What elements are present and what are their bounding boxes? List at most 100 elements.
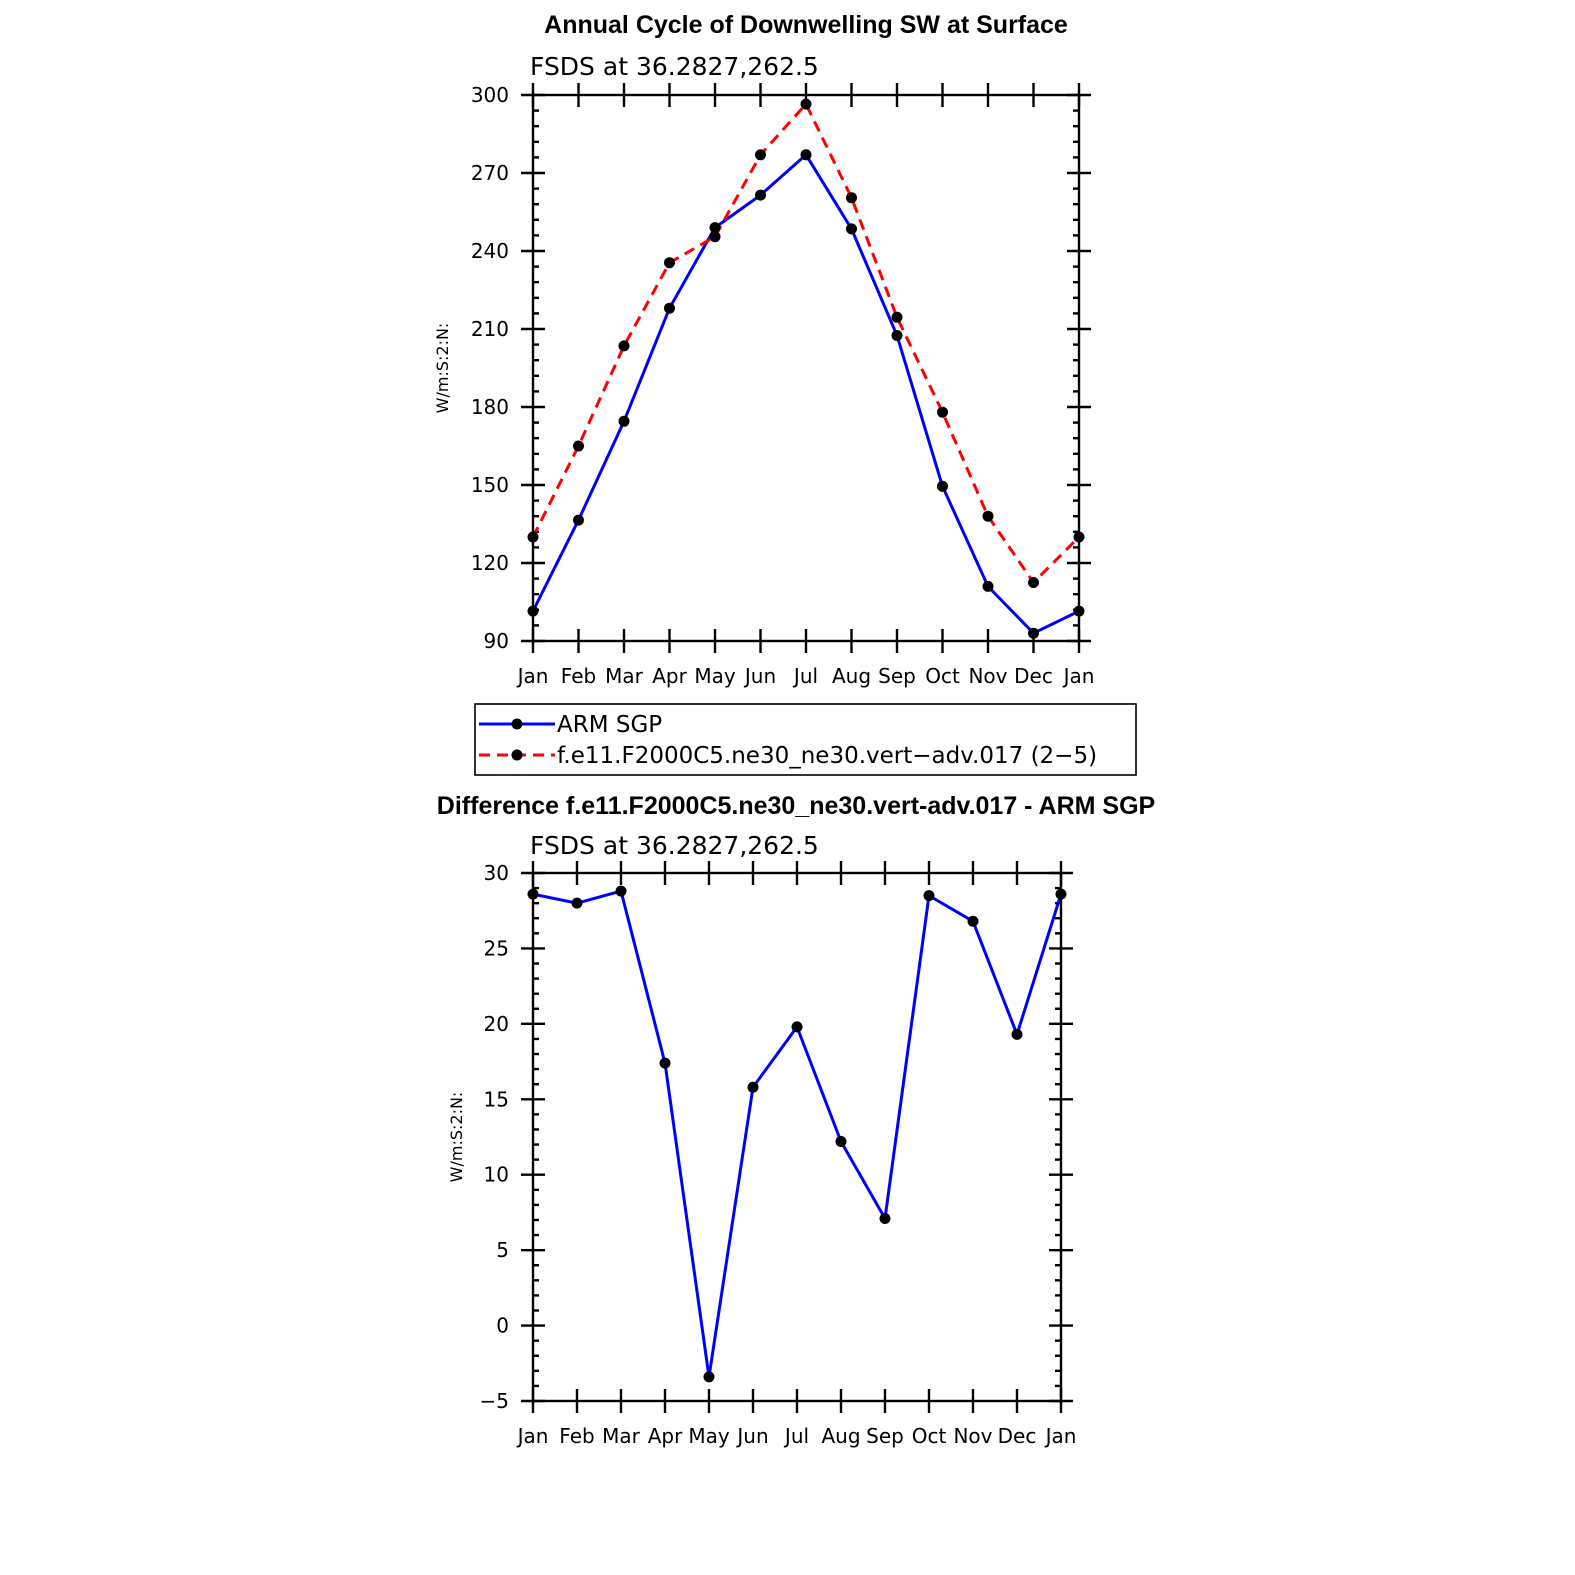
data-point bbox=[664, 302, 675, 314]
x-tick-label: Aug bbox=[821, 1424, 860, 1448]
x-tick-label: Feb bbox=[559, 1424, 594, 1448]
data-point bbox=[937, 480, 948, 492]
data-point bbox=[1073, 531, 1085, 543]
y-axis-label: W/m:S:2:N: bbox=[433, 323, 452, 414]
x-tick-label: Mar bbox=[602, 1424, 641, 1448]
y-axis-label: W/m:S:2:N: bbox=[447, 1092, 466, 1183]
legend-label: ARM SGP bbox=[557, 712, 662, 738]
data-point bbox=[982, 580, 994, 592]
data-point bbox=[527, 531, 539, 543]
y-tick-label: 120 bbox=[471, 551, 509, 575]
chart-subtitle: FSDS at 36.2827,262.5 bbox=[530, 831, 819, 860]
y-tick-label: 25 bbox=[484, 936, 509, 960]
x-tick-label: Jan bbox=[1044, 1424, 1077, 1448]
series-line bbox=[532, 889, 1063, 1379]
data-point bbox=[937, 406, 948, 418]
plot-frame bbox=[531, 871, 1063, 1403]
x-tick-label: May bbox=[688, 1424, 730, 1448]
x-tick-label: Oct bbox=[912, 1424, 947, 1448]
x-tick-label: Apr bbox=[652, 664, 687, 688]
x-tick-label: Sep bbox=[878, 664, 916, 688]
data-point bbox=[846, 192, 857, 204]
x-tick-label: Mar bbox=[605, 664, 644, 688]
data-point bbox=[615, 885, 627, 897]
x-tick-label: Jul bbox=[783, 1424, 809, 1448]
data-point bbox=[967, 915, 979, 927]
x-tick-label: Nov bbox=[953, 1424, 992, 1448]
legend-box bbox=[474, 703, 1137, 776]
data-point bbox=[747, 1081, 759, 1093]
x-tick-label: Oct bbox=[925, 664, 960, 688]
legend-marker bbox=[511, 718, 523, 730]
x-tick-label: Nov bbox=[968, 664, 1007, 688]
legend-marker bbox=[511, 749, 523, 761]
series-line bbox=[531, 102, 1081, 584]
difference-chart: Difference f.e11.F2000C5.ne30_ne30.vert-… bbox=[437, 792, 1155, 1448]
chart-subtitle: FSDS at 36.2827,262.5 bbox=[530, 52, 819, 81]
data-point bbox=[800, 98, 812, 110]
y-tick-label: −5 bbox=[480, 1389, 509, 1413]
data-point bbox=[527, 888, 539, 900]
data-point bbox=[879, 1212, 891, 1224]
x-tick-label: Apr bbox=[648, 1424, 683, 1448]
x-tick-label: Jan bbox=[516, 664, 549, 688]
data-point bbox=[618, 415, 630, 427]
data-point bbox=[664, 257, 675, 269]
data-point bbox=[527, 605, 539, 617]
data-point bbox=[571, 897, 583, 909]
x-tick-label: Aug bbox=[832, 664, 871, 688]
data-point bbox=[703, 1371, 715, 1383]
data-point bbox=[755, 189, 766, 201]
x-tick-label: Jun bbox=[743, 664, 776, 688]
chart-title: Annual Cycle of Downwelling SW at Surfac… bbox=[544, 11, 1068, 39]
x-tick-label: Sep bbox=[866, 1424, 904, 1448]
x-tick-label: Dec bbox=[1014, 664, 1053, 688]
y-tick-label: 90 bbox=[484, 629, 509, 653]
y-tick-label: 0 bbox=[496, 1314, 509, 1338]
data-point bbox=[923, 890, 935, 902]
x-tick-label: Jul bbox=[792, 664, 818, 688]
series-line bbox=[531, 153, 1080, 635]
data-point bbox=[1073, 605, 1085, 617]
data-point bbox=[709, 222, 721, 234]
data-point bbox=[835, 1136, 847, 1148]
data-point bbox=[1055, 888, 1067, 900]
data-point bbox=[1011, 1028, 1023, 1040]
data-point bbox=[1028, 627, 1039, 639]
y-tick-label: 30 bbox=[484, 861, 509, 885]
data-point bbox=[709, 231, 721, 243]
x-tick-label: Dec bbox=[998, 1424, 1037, 1448]
chart-title: Difference f.e11.F2000C5.ne30_ne30.vert-… bbox=[437, 792, 1155, 820]
data-point bbox=[982, 510, 994, 522]
x-tick-label: Jun bbox=[735, 1424, 768, 1448]
y-tick-label: 210 bbox=[471, 317, 509, 341]
x-tick-label: Feb bbox=[561, 664, 596, 688]
data-point bbox=[755, 149, 766, 161]
data-point bbox=[659, 1057, 671, 1069]
data-point bbox=[573, 514, 584, 526]
x-tick-label: Jan bbox=[1062, 664, 1095, 688]
annual-cycle-chart: Annual Cycle of Downwelling SW at Surfac… bbox=[433, 11, 1094, 688]
data-point bbox=[1028, 577, 1039, 588]
y-tick-label: 20 bbox=[484, 1012, 509, 1036]
data-point bbox=[846, 223, 857, 235]
data-point bbox=[618, 340, 630, 352]
y-tick-label: 270 bbox=[471, 161, 509, 185]
data-point bbox=[573, 440, 584, 452]
y-tick-label: 240 bbox=[471, 239, 509, 263]
x-tick-label: Jan bbox=[516, 1424, 549, 1448]
y-tick-label: 150 bbox=[471, 473, 509, 497]
x-tick-label: May bbox=[694, 664, 736, 688]
data-point bbox=[800, 149, 812, 161]
y-tick-label: 300 bbox=[471, 83, 509, 107]
y-tick-label: 5 bbox=[496, 1238, 509, 1262]
data-point bbox=[891, 311, 903, 323]
legend-label: f.e11.F2000C5.ne30_ne30.vert−adv.017 (2−… bbox=[557, 743, 1097, 769]
legend: ARM SGP f.e11.F2000C5.ne30_ne30.vert−adv.… bbox=[474, 703, 1137, 776]
y-tick-label: 15 bbox=[484, 1087, 509, 1111]
y-tick-label: 180 bbox=[471, 395, 509, 419]
y-tick-label: 10 bbox=[484, 1163, 509, 1187]
data-point bbox=[791, 1021, 803, 1033]
data-point bbox=[891, 330, 903, 341]
